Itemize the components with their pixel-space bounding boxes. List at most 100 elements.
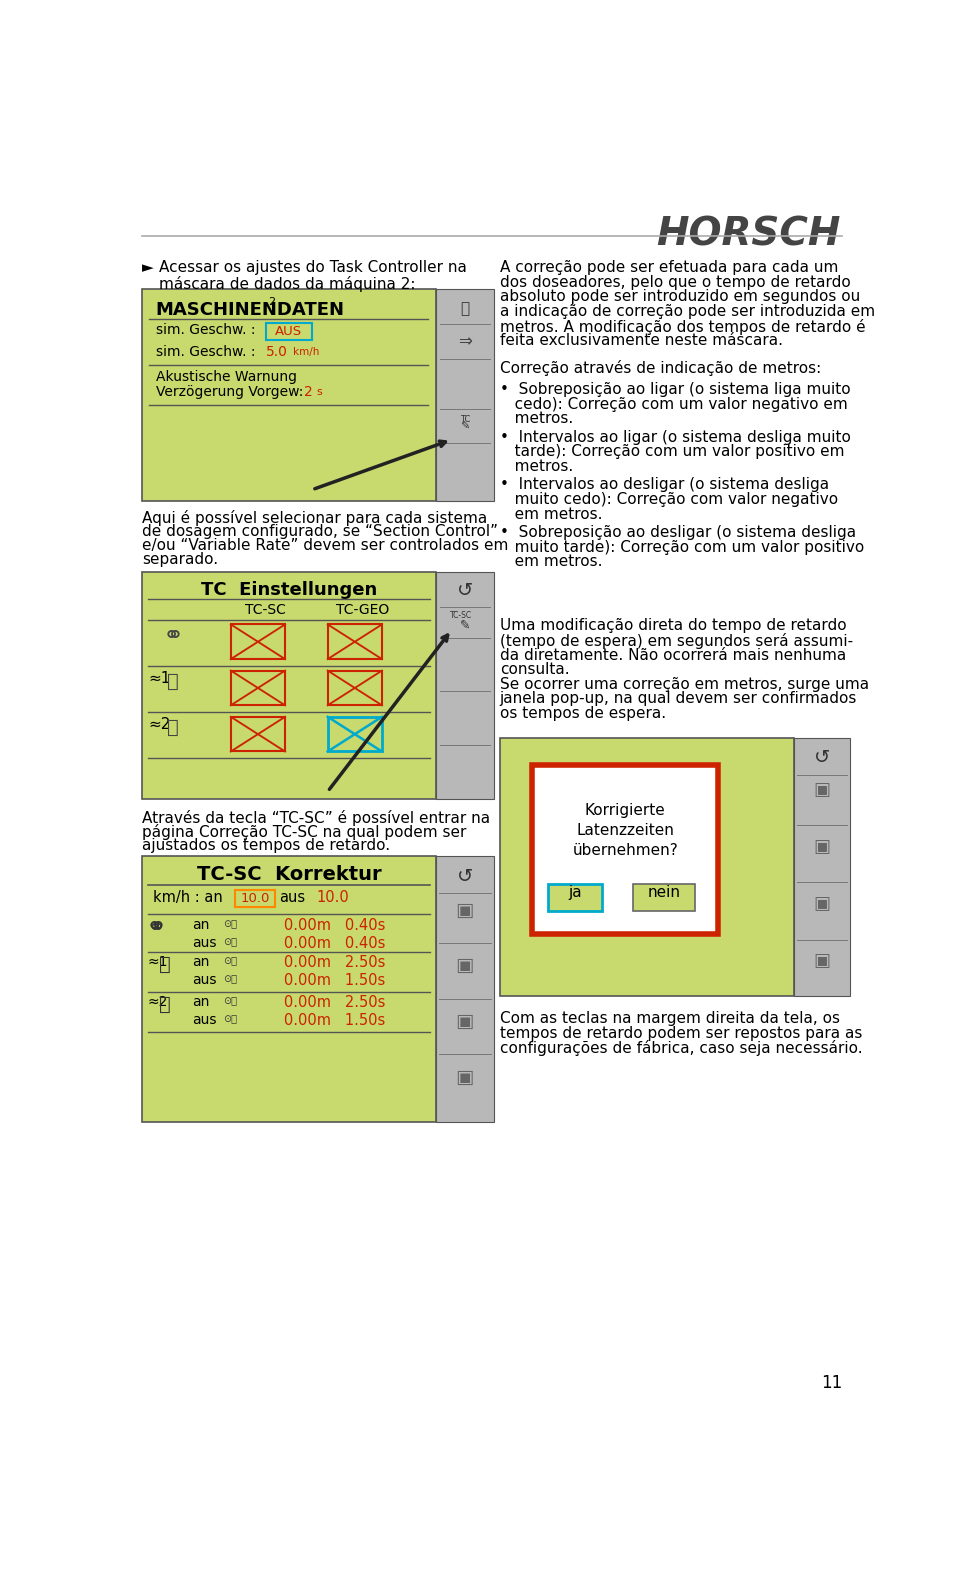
- Bar: [142, 290, 436, 501]
- Bar: [142, 573, 436, 799]
- Text: de dosagem configurado, se “Section Control”: de dosagem configurado, se “Section Cont…: [142, 525, 497, 539]
- Bar: [794, 738, 850, 996]
- Text: tarde): Correção com um valor positivo em: tarde): Correção com um valor positivo e…: [500, 444, 844, 460]
- Text: ▣: ▣: [456, 956, 474, 975]
- Text: ≈2: ≈2: [148, 718, 170, 732]
- Text: 10.0: 10.0: [316, 889, 348, 905]
- Text: ⚭: ⚭: [162, 624, 183, 649]
- Bar: [142, 856, 436, 1122]
- Text: 0.00m   0.40s: 0.00m 0.40s: [270, 918, 385, 932]
- Text: aus: aus: [192, 936, 217, 950]
- Bar: [436, 856, 494, 1122]
- Text: Através da tecla “TC-SC” é possível entrar na: Através da tecla “TC-SC” é possível entr…: [142, 810, 490, 826]
- Text: máscara de dados da máquina 2:: máscara de dados da máquina 2:: [158, 275, 416, 291]
- Text: ⊙⌖: ⊙⌖: [223, 1013, 237, 1023]
- Text: ⇒: ⇒: [458, 333, 471, 350]
- Bar: [327, 671, 382, 705]
- Text: übernehmen?: übernehmen?: [572, 843, 678, 858]
- Text: consulta.: consulta.: [500, 662, 569, 678]
- Text: ▣: ▣: [814, 838, 830, 856]
- Text: TC-SC: TC-SC: [245, 603, 286, 617]
- Bar: [633, 885, 695, 912]
- Text: os tempos de espera.: os tempos de espera.: [500, 706, 666, 721]
- Text: metros.: metros.: [500, 458, 573, 474]
- Text: an: an: [192, 994, 209, 1009]
- Text: (tempo de espera) em segundos será assumi-: (tempo de espera) em segundos será assum…: [500, 633, 852, 649]
- Text: muito tarde): Correção com um valor positivo: muito tarde): Correção com um valor posi…: [500, 539, 864, 555]
- Text: HORSCH: HORSCH: [657, 215, 841, 253]
- Bar: [327, 624, 382, 659]
- Text: metros. A modificação dos tempos de retardo é: metros. A modificação dos tempos de reta…: [500, 318, 865, 334]
- Text: Aqui é possível selecionar para cada sistema: Aqui é possível selecionar para cada sis…: [142, 511, 487, 527]
- Bar: [436, 573, 494, 799]
- Text: an: an: [192, 955, 209, 969]
- Bar: [436, 290, 494, 501]
- Text: 🏠: 🏠: [167, 671, 179, 690]
- Text: tempos de retardo podem ser repostos para as: tempos de retardo podem ser repostos par…: [500, 1026, 862, 1041]
- Text: ⊙⌖: ⊙⌖: [223, 936, 237, 947]
- Bar: [532, 765, 718, 934]
- Text: ≈1: ≈1: [148, 955, 168, 969]
- Text: 0.00m   1.50s: 0.00m 1.50s: [270, 1013, 385, 1028]
- Text: •  Intervalos ao ligar (o sistema desliga muito: • Intervalos ao ligar (o sistema desliga…: [500, 430, 851, 444]
- Text: 2: 2: [268, 298, 276, 307]
- Text: 0.00m   0.40s: 0.00m 0.40s: [270, 936, 385, 951]
- Text: configurações de fábrica, caso seja necessário.: configurações de fábrica, caso seja nece…: [500, 1041, 862, 1056]
- Text: an: an: [192, 918, 209, 932]
- Text: Correção através de indicação de metros:: Correção através de indicação de metros:: [500, 360, 821, 377]
- Bar: [327, 718, 382, 751]
- Text: •  Intervalos ao desligar (o sistema desliga: • Intervalos ao desligar (o sistema desl…: [500, 477, 828, 492]
- Text: em metros.: em metros.: [500, 506, 602, 522]
- Text: 0.00m   1.50s: 0.00m 1.50s: [270, 974, 385, 988]
- Text: 0.00m   2.50s: 0.00m 2.50s: [270, 955, 385, 971]
- Text: ▣: ▣: [456, 901, 474, 920]
- Text: muito cedo): Correção com valor negativo: muito cedo): Correção com valor negativo: [500, 492, 838, 508]
- Text: ▣: ▣: [456, 1012, 474, 1031]
- Text: ▣: ▣: [814, 781, 830, 799]
- Text: ≈1: ≈1: [148, 671, 170, 686]
- Text: Acessar os ajustes do Task Controller na: Acessar os ajustes do Task Controller na: [158, 261, 467, 275]
- Text: aus: aus: [192, 974, 217, 988]
- Text: ▣: ▣: [814, 951, 830, 969]
- Text: Se ocorrer uma correção em metros, surge uma: Se ocorrer uma correção em metros, surge…: [500, 676, 869, 692]
- Text: ⚭: ⚭: [145, 915, 166, 939]
- Text: absoluto pode ser introduzido em segundos ou: absoluto pode ser introduzido em segundo…: [500, 290, 860, 304]
- Text: janela pop-up, na qual devem ser confirmados: janela pop-up, na qual devem ser confirm…: [500, 692, 857, 706]
- Text: em metros.: em metros.: [500, 554, 602, 570]
- Text: dos doseadores, pelo que o tempo de retardo: dos doseadores, pelo que o tempo de reta…: [500, 275, 851, 290]
- Text: Uma modificação direta do tempo de retardo: Uma modificação direta do tempo de retar…: [500, 619, 847, 633]
- Text: separado.: separado.: [142, 552, 218, 566]
- Text: 10.0: 10.0: [240, 891, 270, 905]
- Text: cedo): Correção com um valor negativo em: cedo): Correção com um valor negativo em: [500, 396, 848, 412]
- Text: ✎: ✎: [460, 422, 469, 431]
- Text: ⚭: ⚭: [147, 918, 164, 937]
- Text: 2: 2: [304, 385, 313, 399]
- Text: MASCHINENDATEN: MASCHINENDATEN: [156, 301, 345, 320]
- Text: 0.00m   2.50s: 0.00m 2.50s: [270, 994, 385, 1010]
- Text: a indicação de correção pode ser introduzida em: a indicação de correção pode ser introdu…: [500, 304, 875, 320]
- Text: ↺: ↺: [814, 748, 830, 767]
- Text: ►: ►: [142, 261, 154, 275]
- Text: Latenzzeiten: Latenzzeiten: [576, 823, 674, 838]
- Text: ✎: ✎: [460, 619, 470, 632]
- Text: AUS: AUS: [276, 325, 302, 337]
- Text: ajustados os tempos de retardo.: ajustados os tempos de retardo.: [142, 838, 390, 853]
- Text: ↺: ↺: [457, 581, 473, 600]
- Text: 11: 11: [821, 1375, 842, 1392]
- Bar: [500, 738, 794, 996]
- Bar: [230, 624, 285, 659]
- Text: ⊙⌖: ⊙⌖: [223, 994, 237, 1006]
- Text: aus: aus: [192, 1013, 217, 1028]
- Text: 5.0: 5.0: [266, 345, 288, 360]
- Text: Verzögerung Vorgew:: Verzögerung Vorgew:: [156, 385, 303, 399]
- Text: 👤: 👤: [460, 301, 469, 317]
- Text: ≈2: ≈2: [148, 994, 168, 1009]
- Text: 🏠: 🏠: [167, 719, 179, 737]
- Text: ⊙⌖: ⊙⌖: [223, 955, 237, 964]
- Text: 🏠: 🏠: [158, 994, 171, 1013]
- Text: TC-GEO: TC-GEO: [336, 603, 389, 617]
- Text: ⊙⌖: ⊙⌖: [223, 918, 237, 928]
- Text: aus: aus: [278, 889, 305, 905]
- Text: metros.: metros.: [500, 410, 573, 426]
- Bar: [230, 671, 285, 705]
